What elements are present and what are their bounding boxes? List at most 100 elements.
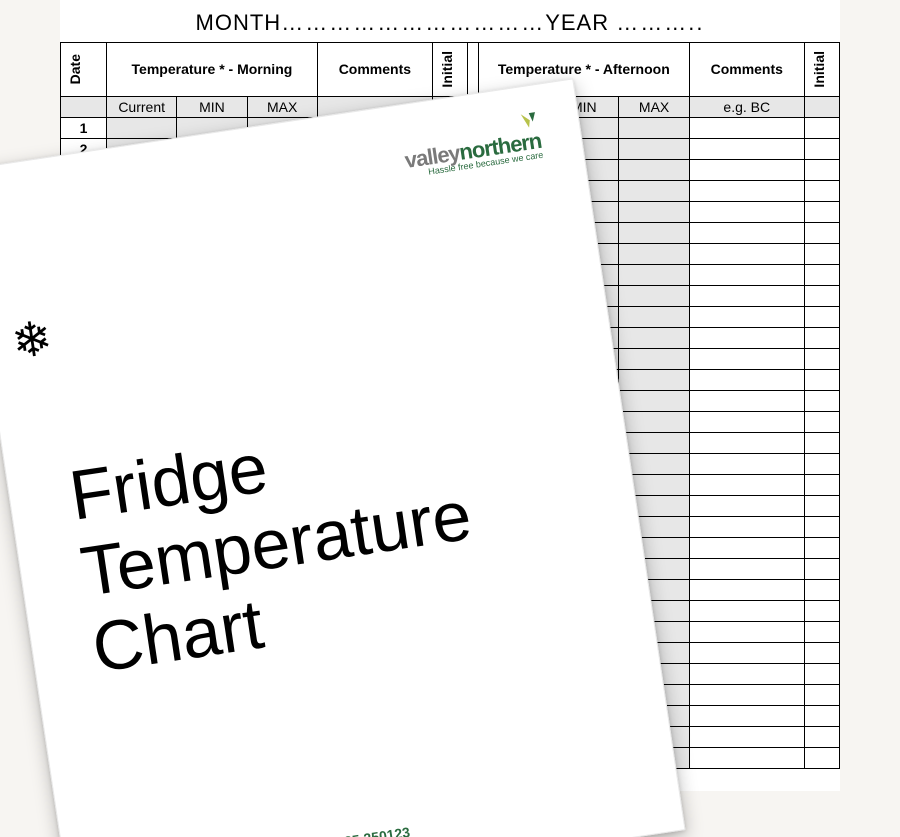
cell bbox=[804, 642, 839, 663]
cell bbox=[689, 432, 804, 453]
cell bbox=[619, 264, 689, 285]
cell bbox=[689, 600, 804, 621]
cell bbox=[689, 243, 804, 264]
cell bbox=[619, 306, 689, 327]
cover-logo-tag: Hassle free because we care bbox=[0, 150, 543, 241]
sub-eg-bc: e.g. BC bbox=[689, 96, 804, 117]
cell bbox=[689, 159, 804, 180]
cell bbox=[689, 285, 804, 306]
cell bbox=[804, 243, 839, 264]
cell bbox=[619, 285, 689, 306]
sub-max-pm: MAX bbox=[619, 96, 689, 117]
cell bbox=[689, 369, 804, 390]
cell bbox=[804, 747, 839, 768]
hdr-temp-morning: Temperature * - Morning bbox=[107, 43, 318, 97]
cell bbox=[804, 495, 839, 516]
cell bbox=[804, 558, 839, 579]
cell bbox=[689, 537, 804, 558]
cell bbox=[804, 159, 839, 180]
cell bbox=[619, 411, 689, 432]
month-label: MONTH bbox=[196, 10, 282, 35]
cell bbox=[619, 201, 689, 222]
cell bbox=[689, 264, 804, 285]
cell bbox=[804, 726, 839, 747]
cell bbox=[804, 138, 839, 159]
cell bbox=[804, 579, 839, 600]
cell bbox=[804, 390, 839, 411]
day-cell: 1 bbox=[61, 117, 107, 138]
cell bbox=[689, 726, 804, 747]
cell bbox=[804, 117, 839, 138]
cell bbox=[804, 264, 839, 285]
cell bbox=[804, 474, 839, 495]
stage: MONTH……………………………YEAR ……….. Date Temperat… bbox=[0, 0, 900, 837]
hdr-comments-pm: Comments bbox=[689, 43, 804, 97]
month-dots: …………………………… bbox=[281, 10, 545, 35]
cell bbox=[689, 747, 804, 768]
cell bbox=[804, 348, 839, 369]
cell bbox=[689, 558, 804, 579]
col-gap bbox=[468, 43, 479, 97]
cell bbox=[804, 432, 839, 453]
cell bbox=[619, 390, 689, 411]
hdr-date: Date bbox=[61, 43, 107, 97]
cell bbox=[689, 684, 804, 705]
cell bbox=[804, 621, 839, 642]
cell bbox=[689, 453, 804, 474]
cell bbox=[619, 327, 689, 348]
cell bbox=[689, 327, 804, 348]
cell bbox=[804, 516, 839, 537]
cell bbox=[689, 516, 804, 537]
cell bbox=[689, 642, 804, 663]
cell bbox=[619, 348, 689, 369]
cell bbox=[804, 663, 839, 684]
cell bbox=[689, 390, 804, 411]
cell bbox=[619, 243, 689, 264]
year-dots: ……….. bbox=[616, 10, 704, 35]
cell bbox=[689, 306, 804, 327]
cell bbox=[804, 684, 839, 705]
sub-min-am: MIN bbox=[177, 96, 247, 117]
cell bbox=[804, 600, 839, 621]
cell bbox=[689, 117, 804, 138]
sub-current-am: Current bbox=[107, 96, 177, 117]
cell bbox=[619, 432, 689, 453]
hdr-initial-am: Initial bbox=[432, 43, 467, 97]
cover-title: Fridge Temperature Chart bbox=[65, 401, 488, 688]
cell bbox=[804, 180, 839, 201]
cell bbox=[689, 495, 804, 516]
cell bbox=[619, 369, 689, 390]
snowflake-icon: ❄ bbox=[8, 310, 56, 371]
cover-sheet: valleynorthern Hassle free because we ca… bbox=[0, 78, 686, 837]
cell bbox=[689, 180, 804, 201]
sub-blank bbox=[61, 96, 107, 117]
hdr-comments-am: Comments bbox=[317, 43, 432, 97]
cell bbox=[689, 474, 804, 495]
sub-init-pm bbox=[804, 96, 839, 117]
cell bbox=[804, 285, 839, 306]
cell bbox=[689, 138, 804, 159]
cell bbox=[804, 327, 839, 348]
cell bbox=[689, 579, 804, 600]
cell bbox=[804, 537, 839, 558]
hdr-initial-pm: Initial bbox=[804, 43, 839, 97]
cell bbox=[619, 222, 689, 243]
cell bbox=[689, 348, 804, 369]
year-label: YEAR bbox=[545, 10, 609, 35]
cover-phone: Valley Northern 01785 250123 bbox=[215, 824, 411, 837]
cell bbox=[804, 453, 839, 474]
cell bbox=[689, 621, 804, 642]
cell bbox=[619, 117, 689, 138]
table-header-row: Date Temperature * - Morning Comments In… bbox=[61, 43, 840, 97]
cell bbox=[804, 369, 839, 390]
cell bbox=[689, 411, 804, 432]
cell bbox=[689, 705, 804, 726]
cell bbox=[804, 222, 839, 243]
cell bbox=[107, 117, 177, 138]
cell bbox=[804, 411, 839, 432]
cell bbox=[689, 663, 804, 684]
cell bbox=[619, 180, 689, 201]
cell bbox=[619, 138, 689, 159]
cell bbox=[689, 222, 804, 243]
cell bbox=[804, 306, 839, 327]
